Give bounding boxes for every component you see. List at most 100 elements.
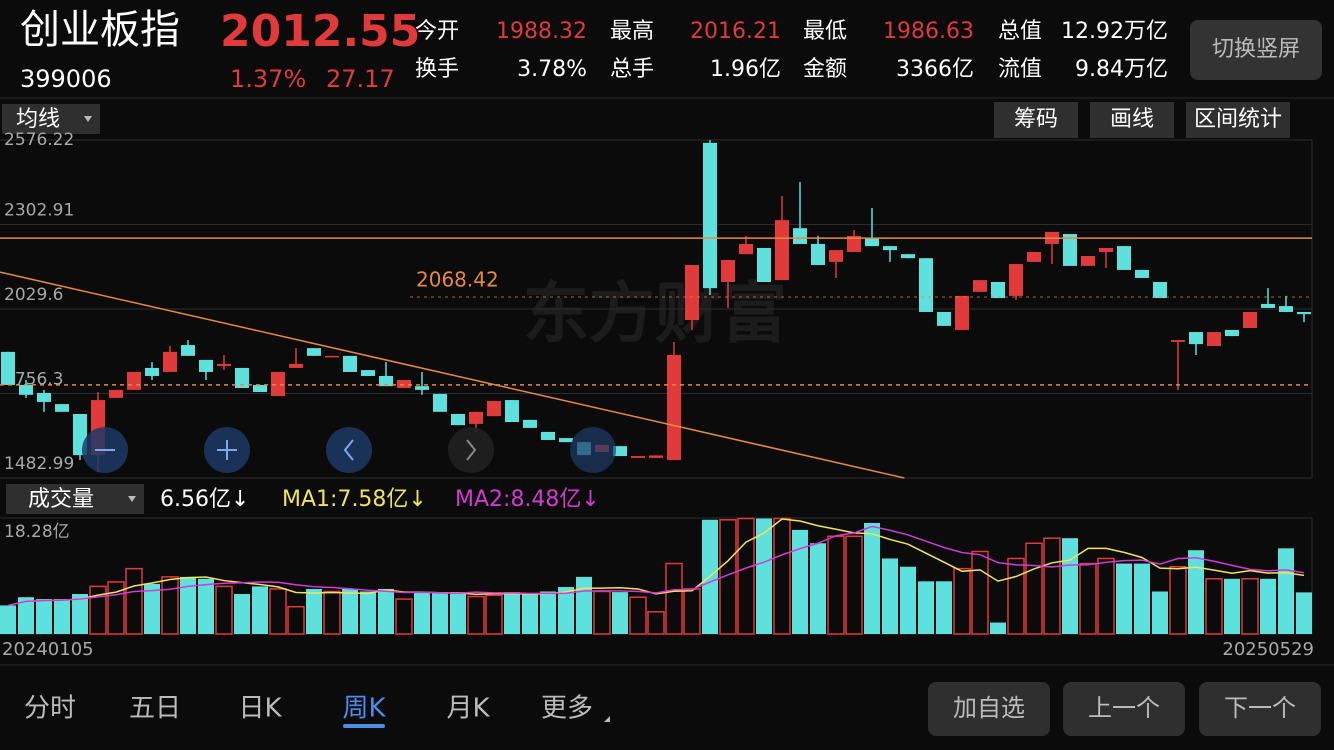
toolbar-button[interactable]	[1186, 102, 1290, 138]
icon	[466, 439, 477, 461]
ma-dropdown[interactable]	[2, 104, 100, 134]
volume-bar	[612, 592, 628, 634]
volume-bar	[864, 522, 880, 634]
index-name: 创业板指	[20, 7, 180, 53]
tab[interactable]: 月K	[446, 694, 490, 724]
move-right[interactable]	[448, 427, 494, 473]
candle-body	[1117, 246, 1131, 270]
candle-body	[235, 367, 249, 389]
toolbar-button-label[interactable]: 画线	[1110, 107, 1154, 132]
candle-body	[937, 311, 951, 326]
volume-bar	[971, 550, 989, 635]
candle-body	[397, 379, 411, 389]
candle-body	[883, 246, 897, 251]
tab[interactable]: 周K	[342, 694, 386, 724]
volume-bar	[432, 592, 448, 634]
candle-body	[973, 280, 987, 292]
move-left[interactable]	[326, 427, 372, 473]
volume-bar	[198, 578, 214, 634]
candle-body	[919, 258, 933, 312]
candle-body	[1279, 306, 1293, 312]
candle-body	[1135, 269, 1149, 278]
candle-body	[667, 354, 681, 461]
toolbar-button-label[interactable]: 筹码	[1014, 107, 1058, 132]
stat-label: 总值	[998, 19, 1042, 44]
volume-dropdown[interactable]	[6, 484, 144, 514]
volume-bar	[360, 591, 376, 634]
x-tick-label: 20240105	[2, 639, 94, 660]
volume-bar	[1079, 562, 1097, 635]
y-tick-label: 1482.99	[4, 454, 74, 474]
toolbar-button[interactable]	[994, 102, 1078, 138]
volume-ma-line	[7, 518, 1305, 607]
toolbar-button-label[interactable]: 区间统计	[1194, 107, 1282, 132]
candle-body	[379, 375, 393, 387]
candle-body	[37, 392, 51, 402]
tab[interactable]: 日K	[238, 694, 282, 724]
bottom-button-label[interactable]: 下一个	[1224, 694, 1296, 722]
switch-button[interactable]	[1190, 20, 1322, 80]
change-pct: 1.37%	[230, 65, 306, 93]
candle-body	[253, 384, 267, 393]
volume-bar	[215, 585, 233, 635]
annotation-label: 2068.42	[416, 267, 499, 291]
candle-body	[559, 438, 573, 443]
reset[interactable]	[570, 427, 616, 473]
candle-body	[199, 359, 213, 372]
bottom-button-label[interactable]: 上一个	[1088, 694, 1160, 722]
bottom-button-label[interactable]: 加自选	[953, 694, 1025, 722]
volume-bar	[18, 597, 34, 634]
candle-body	[181, 345, 195, 356]
trend-line	[0, 271, 905, 479]
volume-bar	[1134, 563, 1150, 634]
icon	[217, 440, 237, 460]
candle-body	[1189, 332, 1203, 345]
candle-body	[163, 351, 177, 372]
volume-ma-line	[7, 525, 1305, 607]
volume-bar	[306, 588, 322, 634]
candle-body	[1261, 303, 1275, 308]
toolbar-button[interactable]	[1090, 102, 1174, 138]
y-tick-label: 18.28亿	[4, 522, 70, 542]
volume-dropdown-label[interactable]: 成交量	[28, 487, 94, 512]
tab[interactable]: 分时	[24, 694, 76, 724]
volume-bar	[576, 576, 592, 634]
candle-body	[1063, 234, 1077, 266]
volume-current: 6.56亿↓	[160, 487, 249, 512]
candle-body	[343, 355, 357, 372]
candle-body	[775, 220, 789, 281]
volume-bar	[936, 581, 952, 634]
volume-bar	[1169, 565, 1187, 635]
bottom-button[interactable]	[928, 682, 1050, 736]
bottom-button[interactable]	[1063, 682, 1185, 736]
candle-body	[829, 250, 843, 262]
tab[interactable]: 五日	[129, 694, 181, 724]
ma-dropdown-label[interactable]: 均线	[16, 107, 60, 132]
bottom-button[interactable]	[1199, 682, 1321, 736]
candle-body	[703, 142, 717, 289]
volume-bar	[234, 594, 250, 634]
x-tick-label: 20250529	[1222, 639, 1314, 660]
volume-bar	[719, 519, 737, 635]
candle-body	[1171, 340, 1185, 342]
volume-bar	[1007, 557, 1025, 635]
volume-bar	[144, 583, 160, 634]
volume-bar	[1224, 578, 1240, 634]
switch-label[interactable]: 切换竖屏	[1212, 37, 1300, 62]
candle-body	[1009, 264, 1023, 296]
volume-bar	[953, 567, 971, 635]
volume-bar	[1152, 591, 1168, 634]
bottom-bar: 分时 五日 日K 周K 月K 更多 加自选 上一个 下一个	[24, 682, 1321, 736]
volume-bar	[467, 595, 485, 635]
tab[interactable]: 更多	[541, 694, 593, 724]
volume-bar	[287, 605, 305, 635]
stat-value: 1.96亿	[710, 57, 781, 82]
volume-bar	[395, 598, 413, 635]
volume-bar	[756, 518, 772, 634]
volume-bar	[792, 529, 808, 634]
volume-bar	[1116, 563, 1132, 634]
dropdown-arrow	[84, 116, 92, 122]
volume-bar	[107, 581, 125, 635]
